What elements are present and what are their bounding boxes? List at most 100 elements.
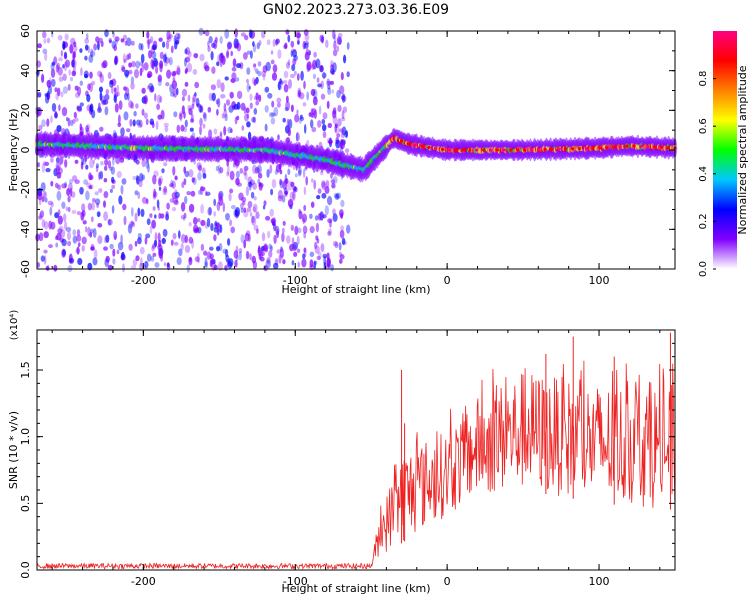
noise-speckle — [204, 257, 208, 267]
noise-speckle — [188, 107, 193, 116]
noise-speckle — [293, 70, 297, 76]
noise-speckle — [247, 131, 252, 141]
noise-speckle — [270, 218, 276, 224]
noise-speckle — [104, 106, 109, 116]
noise-speckle — [255, 100, 259, 106]
noise-speckle — [180, 124, 185, 132]
noise-speckle — [298, 117, 302, 124]
noise-speckle — [282, 180, 288, 191]
noise-speckle — [233, 209, 238, 218]
y-tick-label: -40 — [19, 220, 32, 238]
noise-speckle — [50, 157, 54, 163]
noise-speckle — [148, 50, 153, 59]
noise-speckle — [60, 50, 63, 57]
noise-speckle — [98, 86, 104, 93]
noise-speckle — [208, 92, 213, 101]
noise-speckle — [301, 258, 307, 268]
noise-speckle — [322, 71, 326, 80]
noise-speckle — [246, 82, 250, 93]
noise-speckle — [114, 39, 118, 46]
noise-speckle — [81, 236, 87, 245]
x-tick-label: -100 — [283, 575, 308, 588]
noise-speckle — [204, 65, 210, 72]
y-tick-label: 1.5 — [19, 361, 32, 379]
noise-speckle — [282, 117, 286, 123]
noise-speckle — [339, 251, 342, 257]
noise-speckle — [58, 57, 63, 62]
noise-speckle — [91, 80, 96, 86]
noise-speckle — [123, 86, 127, 91]
noise-speckle — [309, 213, 313, 219]
noise-speckle — [340, 199, 345, 208]
snr-x-label: Height of straight line (km) — [281, 582, 430, 595]
noise-speckle — [274, 169, 279, 176]
noise-speckle — [96, 202, 99, 209]
noise-speckle — [208, 207, 212, 216]
noise-speckle — [220, 52, 224, 58]
noise-speckle — [57, 228, 63, 234]
noise-speckle — [249, 50, 253, 59]
y-tick-label: 0 — [19, 147, 32, 154]
noise-speckle — [77, 242, 81, 248]
noise-speckle — [104, 29, 109, 38]
noise-speckle — [151, 122, 155, 129]
noise-speckle — [214, 220, 218, 227]
noise-speckle — [255, 92, 259, 101]
noise-speckle — [57, 66, 63, 76]
noise-speckle — [172, 77, 176, 82]
noise-speckle — [53, 264, 58, 272]
noise-speckle — [146, 253, 152, 262]
noise-speckle — [207, 206, 213, 216]
noise-speckle — [321, 192, 327, 199]
noise-speckle — [288, 118, 293, 129]
noise-speckle — [337, 104, 342, 113]
noise-speckle — [264, 123, 268, 132]
noise-speckle — [35, 233, 40, 242]
spectrogram-y-label: Frequency (Hz) — [7, 109, 20, 192]
noise-speckle — [123, 215, 127, 226]
noise-speckle — [110, 166, 116, 175]
noise-speckle — [310, 119, 314, 129]
noise-speckle — [245, 186, 249, 197]
noise-speckle — [320, 93, 326, 100]
noise-speckle — [275, 39, 279, 46]
noise-speckle — [277, 195, 283, 202]
colorbar-tick-label: 0.0 — [698, 261, 709, 277]
noise-speckle — [107, 72, 112, 80]
noise-speckle — [176, 257, 182, 266]
noise-speckle — [344, 130, 348, 138]
noise-speckle — [233, 250, 239, 259]
noise-speckle — [184, 81, 189, 87]
noise-speckle — [268, 250, 273, 258]
noise-speckle — [193, 228, 200, 233]
noise-speckle — [310, 88, 316, 97]
noise-speckle — [144, 260, 149, 269]
noise-speckle — [123, 111, 129, 121]
noise-speckle — [109, 166, 113, 171]
noise-speckle — [290, 50, 293, 57]
noise-speckle — [113, 230, 118, 240]
noise-speckle — [319, 34, 325, 43]
noise-speckle — [99, 91, 103, 102]
noise-speckle — [59, 155, 64, 165]
noise-speckle — [332, 107, 337, 115]
noise-speckle — [107, 219, 113, 226]
noise-speckle — [244, 172, 248, 181]
noise-speckle — [304, 51, 310, 61]
noise-speckle — [271, 100, 275, 108]
noise-speckle — [229, 91, 234, 99]
noise-speckle — [181, 88, 188, 97]
noise-speckle — [211, 66, 216, 74]
noise-speckle — [234, 207, 241, 217]
noise-speckle — [46, 37, 51, 44]
noise-speckle — [249, 93, 253, 101]
noise-speckle — [338, 38, 342, 46]
noise-speckle — [294, 114, 300, 123]
noise-speckle — [244, 35, 249, 41]
noise-speckle — [219, 224, 223, 234]
noise-speckle — [224, 264, 228, 271]
noise-speckle — [181, 105, 185, 115]
noise-speckle — [56, 62, 60, 70]
noise-speckle — [84, 38, 90, 44]
noise-speckle — [111, 85, 114, 95]
